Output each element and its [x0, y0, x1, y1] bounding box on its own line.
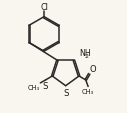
Text: Cl: Cl [40, 3, 48, 12]
Text: 2: 2 [85, 53, 89, 58]
Text: S: S [64, 88, 69, 97]
Text: O: O [90, 65, 96, 74]
Text: S: S [42, 81, 48, 90]
Text: CH₃: CH₃ [28, 84, 40, 90]
Text: CH₃: CH₃ [82, 88, 94, 94]
Text: NH: NH [80, 48, 91, 57]
